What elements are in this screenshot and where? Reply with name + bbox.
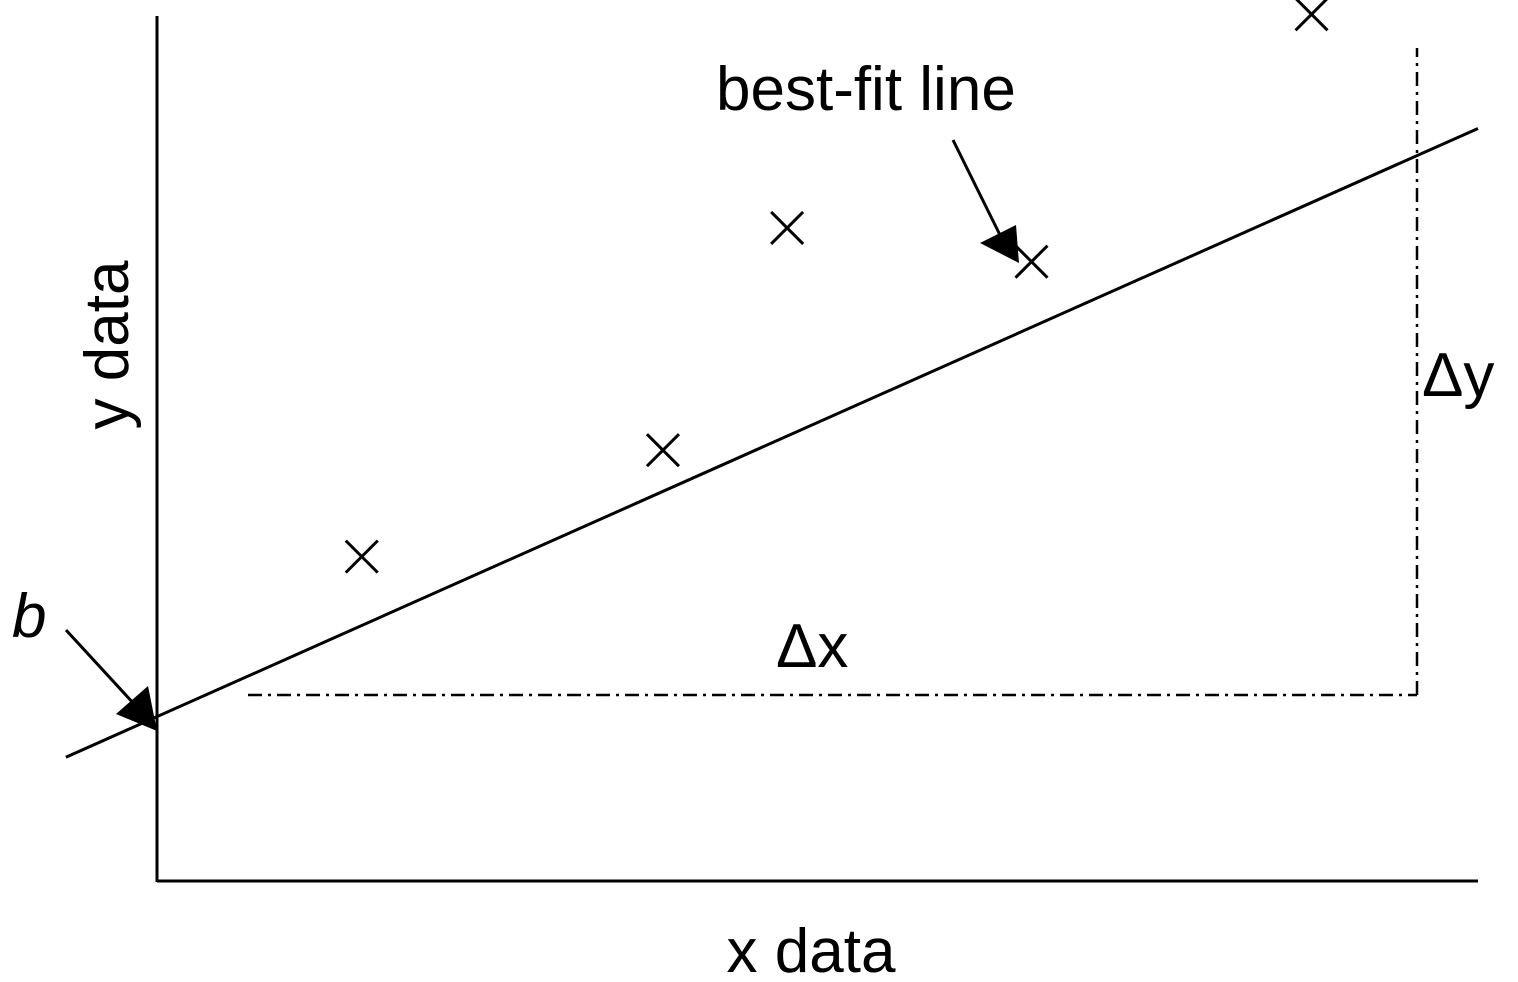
data-point-stroke [770,210,805,245]
data-point-1 [344,539,379,574]
y-axis-label: y data [73,260,142,429]
best-fit-arrow-shaft [951,139,1002,236]
best-fit-arrow-head [980,225,1019,263]
intercept-arrow-head [116,686,157,731]
x-axis-label: x data [727,917,896,982]
data-point-stroke [645,433,681,468]
data-point-4 [1014,244,1049,279]
data-point-stroke [344,539,379,574]
intercept-label: b [12,582,46,651]
best-fit-line [65,127,1479,759]
data-point-stroke [1014,244,1049,279]
data-point-5 [1294,0,1329,32]
data-point-stroke [1294,0,1328,32]
delta-x-label: Δx [776,612,848,681]
best-fit-label: best-fit line [716,55,1016,124]
data-point-2 [645,433,681,468]
data-points [344,0,1329,574]
intercept-arrow-shaft [64,628,137,707]
delta-y-label: Δy [1422,341,1494,410]
data-point-3 [770,210,805,245]
